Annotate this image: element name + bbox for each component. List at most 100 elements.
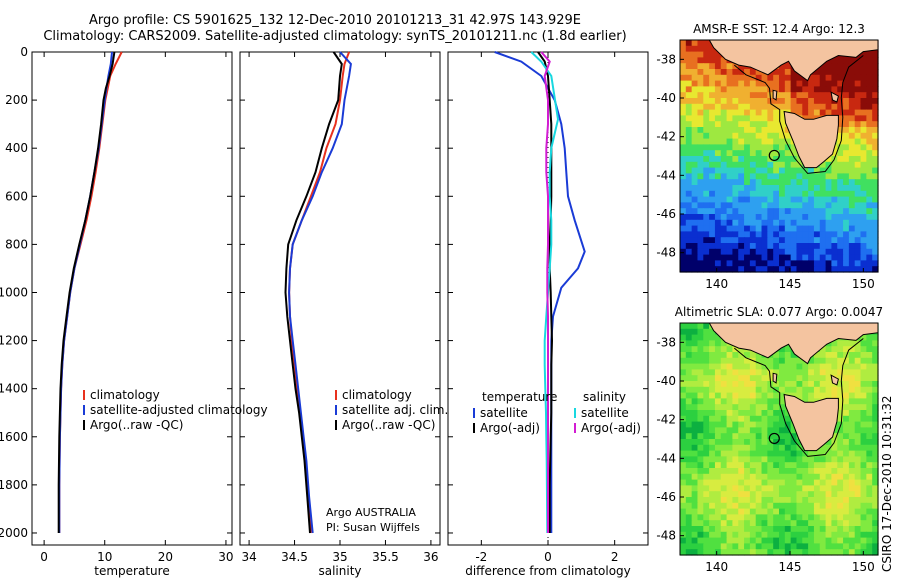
map-cell [773,543,780,550]
map-cell [749,173,757,180]
map-cell [703,121,710,128]
map-cell [680,208,687,215]
map-cell [872,444,879,452]
map-cell [790,179,798,186]
map-cell [680,410,687,417]
map-cell [819,444,827,452]
map-cell [720,260,728,267]
map-cell [744,138,751,145]
map-cell [831,190,838,198]
map-cell [732,526,739,533]
map-cell [831,456,838,463]
map-cell [767,237,774,244]
map-cell [866,386,873,394]
y-tick-label: 400 [5,141,28,155]
map-cell [796,248,803,256]
map-cell [808,115,815,122]
map-cell [697,427,704,434]
map-cell [726,103,734,111]
map-cell [703,381,710,388]
map-cell [732,156,739,163]
map-cell [714,115,722,122]
map-cell [685,508,693,515]
map-cell [837,266,844,273]
map-cell [744,357,751,365]
argo-location-marker [768,432,780,445]
map-cell [685,103,693,111]
map-cell [732,248,739,256]
map-cell [779,456,786,463]
map-cell [697,202,704,209]
map-cell [872,502,879,510]
map-cell [714,132,722,140]
map-cell [697,86,704,93]
map-cell [796,80,803,87]
y-tick-label: 600 [5,189,28,203]
map-cell [872,127,879,134]
map-cell [685,45,693,53]
map-cell [767,444,774,452]
map-cell [843,109,850,116]
map-cell [709,225,716,232]
map-cell [714,537,722,544]
map-cell [796,473,803,481]
map-cell [755,196,763,203]
map-cell [685,161,693,169]
map-cell [779,109,786,116]
map-cell [749,491,757,498]
map-cell [779,80,786,87]
map-cell [808,514,815,521]
map-cell [744,243,751,250]
map-cell [680,456,687,463]
map-cell [831,497,838,504]
map-cell [755,415,763,423]
map-cell [732,266,739,273]
map-cell [773,202,780,209]
map-cell [703,190,710,198]
map-cell [866,479,873,486]
map-cell [866,352,873,359]
map-cell [767,543,774,550]
y-tick-label: 1600 [0,430,28,444]
map-cell [790,202,798,209]
map-cell [831,357,838,365]
map-cell [872,479,879,486]
map-cell [773,520,780,527]
map-cell [726,190,734,198]
map-cell [691,537,699,544]
map-cell [872,254,879,261]
map-cell [703,86,710,93]
map-cell [755,398,763,405]
map-cell [866,369,873,376]
map-cell [714,421,722,428]
map-cell [755,243,763,250]
map-cell [732,98,739,105]
map-cell [691,491,699,498]
map-cell [808,386,815,394]
map-cell [697,497,704,504]
map-cell [773,479,780,486]
map-cell [767,190,774,198]
map-cell [685,433,693,440]
map-cell [854,80,862,87]
map-cell [732,231,739,238]
map-cell [808,450,815,457]
map-cell [709,115,716,122]
map-cell [691,444,699,452]
map-cell [744,214,751,221]
map-cell [779,363,786,370]
map-cell [837,57,844,64]
map-cell [813,456,821,463]
map-cell [784,190,792,198]
map-cell [709,433,716,440]
map-cell [726,225,734,232]
map-cell [866,202,873,209]
map-cell [848,479,856,486]
map-cell [738,121,745,128]
map-cell [714,51,722,58]
map-cell [860,346,867,353]
map-cell [685,485,693,492]
map-cell [825,346,833,353]
map-cell [831,266,838,273]
